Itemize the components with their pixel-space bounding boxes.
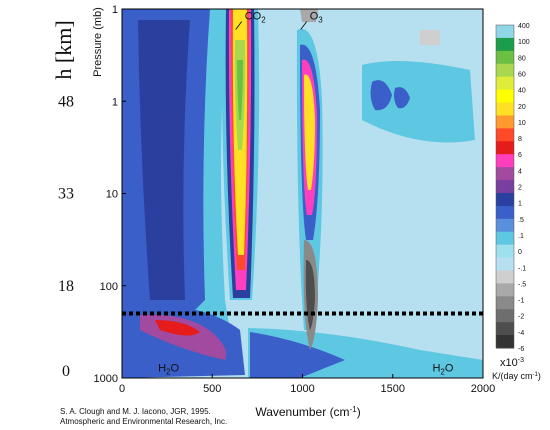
- credit-line-1: S. A. Clough and M. J. Iacono, JGR, 1995…: [60, 407, 211, 416]
- colorbar-label: 1: [518, 201, 522, 208]
- x-tick-label: 1500: [381, 383, 405, 395]
- colorbar-swatch: [496, 154, 514, 168]
- x-tick-label: 500: [203, 383, 221, 395]
- colorbar-swatch: [496, 89, 514, 104]
- y-tick-label: 1000: [94, 373, 118, 385]
- x-tick-label: 1000: [290, 383, 314, 395]
- y-tick-label: 100: [100, 281, 118, 293]
- colorbar-label: 60: [518, 71, 526, 78]
- colorbar-label: -.1: [518, 265, 526, 272]
- colorbar-swatch: [496, 335, 514, 349]
- x-axis: 0 500 1000 1500 2000: [119, 374, 495, 395]
- colorbar-swatch: [496, 115, 514, 129]
- credit-line-2: Atmospheric and Environmental Research, …: [60, 417, 227, 426]
- height-axis: 48 33 18 0: [58, 93, 74, 380]
- colorbar-label: 80: [518, 55, 526, 62]
- colorbar-label: 6: [518, 152, 522, 159]
- colorbar-swatch: [496, 50, 514, 65]
- colorbar-unit-scale: x10-3: [500, 357, 524, 369]
- colorbar-label: 4: [518, 168, 522, 175]
- y-tick-label: 10: [106, 189, 118, 201]
- colorbar-swatch: [496, 205, 514, 220]
- annotation-label: H2O: [158, 362, 179, 376]
- colorbar-swatch: [496, 283, 514, 297]
- colorbar-label: 0: [518, 249, 522, 256]
- colorbar-swatch: [496, 37, 514, 52]
- colorbar-swatch: [496, 180, 514, 194]
- annotation-label: H2O: [432, 362, 453, 376]
- colorbar-label: 20: [518, 104, 526, 111]
- y-tick-label: 1: [112, 4, 118, 16]
- x-tick-label: 2000: [471, 383, 495, 395]
- colorbar-label: 100: [518, 39, 530, 46]
- colorbar-swatch: [496, 25, 514, 39]
- colorbar-swatch: [496, 76, 514, 91]
- colorbar-swatch: [496, 63, 514, 78]
- height-tick-label: 0: [62, 363, 70, 380]
- heatmap-field: [122, 9, 483, 378]
- colorbar-swatch: [496, 218, 514, 233]
- annotations: CO2 O3 H2O H2O: [158, 11, 454, 377]
- colorbar-label: -2: [518, 314, 524, 321]
- x-axis-label: Wavenumber (cm-1): [255, 405, 360, 419]
- annotation-arrow: [235, 21, 243, 30]
- height-tick-label: 48: [58, 93, 74, 110]
- colorbar-label: -4: [518, 330, 524, 337]
- colorbar-swatch: [496, 296, 514, 310]
- colorbar-swatch: [496, 102, 514, 116]
- y-axis-label: Pressure (mb): [92, 7, 104, 77]
- colorbar-label: 400: [518, 23, 530, 30]
- colorbar-swatch: [496, 231, 514, 246]
- height-axis-label: h [km]: [51, 20, 76, 79]
- height-tick-label: 33: [58, 186, 74, 203]
- annotation-label: O3: [310, 11, 324, 25]
- colorbar-label: 10: [518, 120, 526, 127]
- y-axis: 1 1 10 100 1000: [94, 4, 126, 385]
- colorbar-swatch: [496, 322, 514, 336]
- colorbar-swatch: [496, 141, 514, 155]
- annotation-label: CO2: [245, 11, 266, 25]
- colorbar-swatch: [496, 128, 514, 142]
- x-tick-label: 0: [119, 383, 125, 395]
- colorbar-swatch: [496, 244, 514, 259]
- colorbar-swatch: [496, 270, 514, 284]
- colorbar-label: -.5: [518, 281, 526, 288]
- colorbar-label: -1: [518, 298, 524, 305]
- colorbar-label: 40: [518, 88, 526, 95]
- colorbar-swatch: [496, 167, 514, 181]
- colorbar-label: 2: [518, 185, 522, 192]
- colorbar-label: .5: [518, 217, 524, 224]
- annotation-arrow: [300, 21, 308, 30]
- colorbar-label: 8: [518, 136, 522, 143]
- colorbar: 400 100 80 60 40 20 10 8 6 4 2 1 .5 .1 0 -.1 -.5 -1 -2 -4 -6…: [492, 23, 541, 381]
- colorbar-unit-label: K/(day cm-1): [492, 371, 541, 381]
- colorbar-swatch: [496, 257, 514, 271]
- colorbar-label: .1: [518, 233, 524, 240]
- y-tick-label: 1: [112, 96, 118, 108]
- colorbar-swatch: [496, 309, 514, 323]
- height-tick-label: 18: [58, 278, 74, 295]
- colorbar-swatch: [496, 192, 514, 207]
- colorbar-frame: [495, 24, 515, 349]
- colorbar-label: -6: [518, 346, 524, 353]
